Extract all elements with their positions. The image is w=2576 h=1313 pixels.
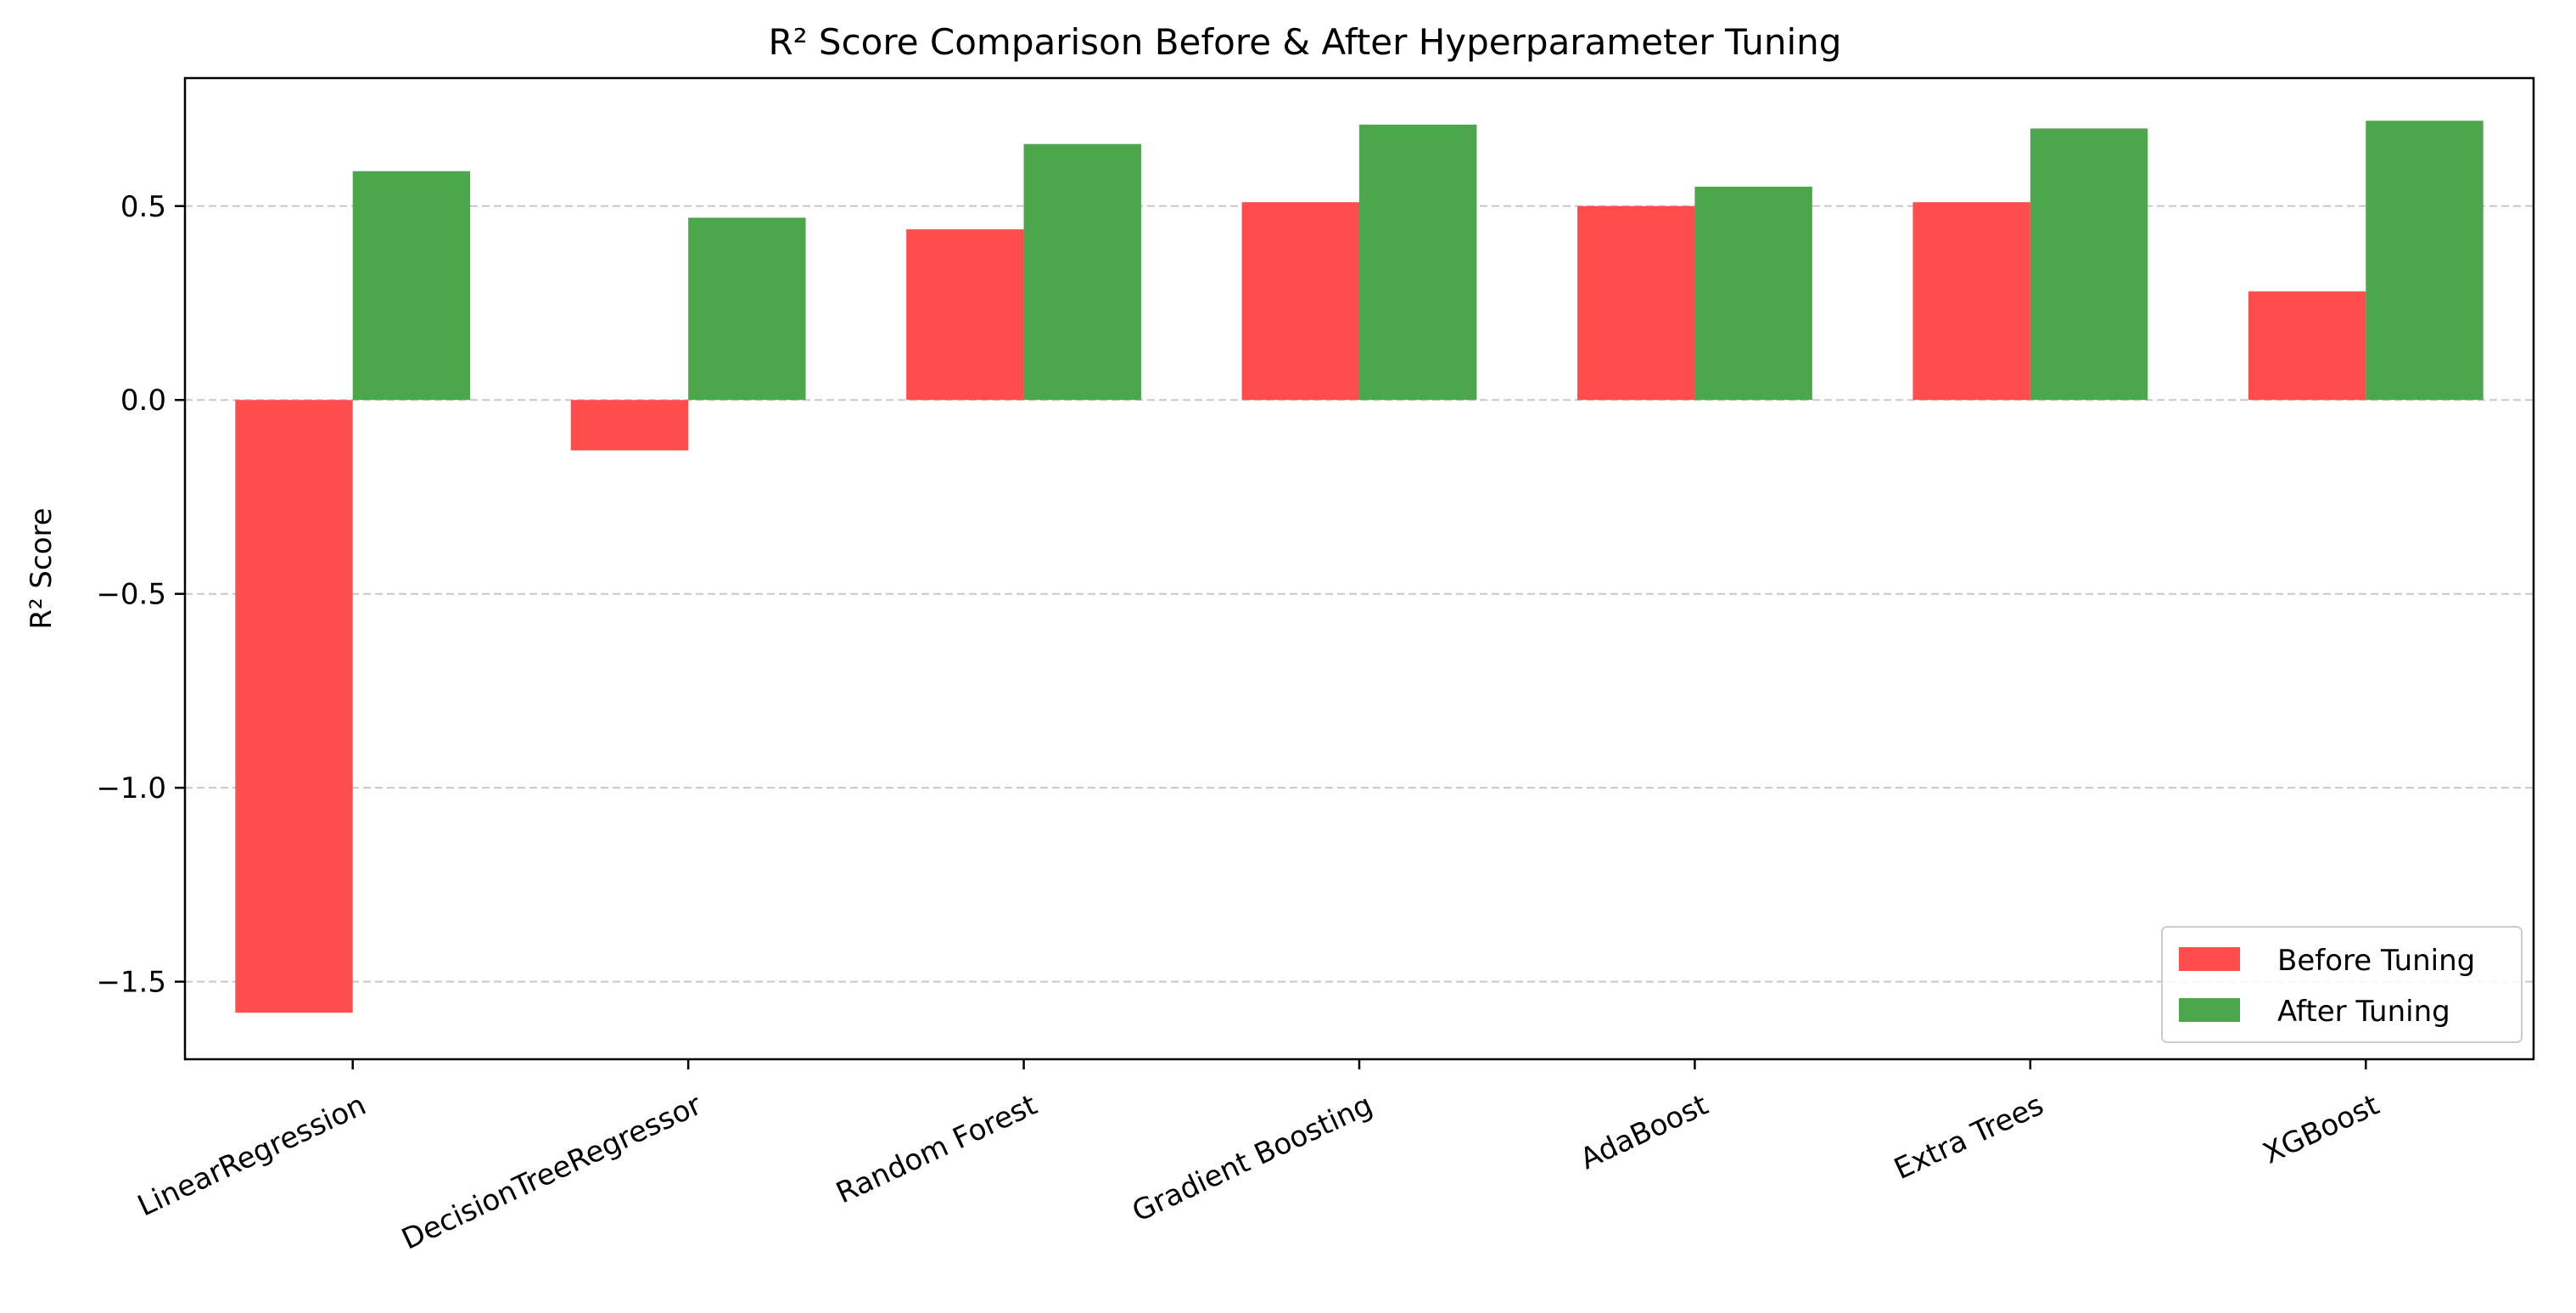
bar-before-tuning — [1912, 202, 2030, 401]
bars — [235, 121, 2484, 1013]
bar-after-tuning — [2366, 121, 2484, 401]
y-axis-ticks: −1.5 −1.0 −0.5 0.0 0.5 — [96, 190, 185, 1000]
x-tick-label: XGBoost — [2258, 1088, 2384, 1171]
x-axis-ticks: LinearRegression DecisionTreeRegressor Ran… — [132, 1059, 2384, 1257]
legend-swatch — [2179, 998, 2240, 1022]
bar-after-tuning — [352, 171, 471, 401]
bar-after-tuning — [1359, 124, 1477, 401]
y-tick-label: −1.0 — [96, 772, 166, 805]
bar-after-tuning — [2030, 128, 2148, 401]
legend: Before Tuning After Tuning — [2161, 926, 2523, 1043]
x-tick-label: AdaBoost — [1575, 1088, 1713, 1176]
legend-label: After Tuning — [2277, 995, 2450, 1029]
bar-before-tuning — [2248, 291, 2366, 401]
x-tick-label: Gradient Boosting — [1127, 1088, 1377, 1229]
y-tick-label: 0.5 — [120, 190, 166, 224]
bar-before-tuning — [906, 229, 1024, 401]
x-tick-label: DecisionTreeRegressor — [397, 1088, 707, 1257]
bar-before-tuning — [1241, 202, 1359, 401]
bar-after-tuning — [1694, 186, 1812, 401]
bar-after-tuning — [1023, 143, 1141, 401]
bar-after-tuning — [688, 217, 806, 401]
bar-before-tuning — [235, 400, 353, 1013]
bar-before-tuning — [570, 400, 689, 451]
y-axis-label: R² Score — [25, 508, 59, 629]
y-tick-label: −1.5 — [96, 966, 166, 1000]
legend-box — [2161, 926, 2523, 1043]
y-tick-label: 0.0 — [120, 384, 166, 418]
chart-title: R² Score Comparison Before & After Hyper… — [769, 21, 1842, 63]
x-tick-label: LinearRegression — [132, 1088, 371, 1224]
y-tick-label: −0.5 — [96, 578, 166, 612]
x-tick-label: Random Forest — [832, 1088, 1043, 1210]
x-tick-label: Extra Trees — [1889, 1088, 2048, 1187]
legend-label: Before Tuning — [2277, 944, 2475, 978]
legend-swatch — [2179, 947, 2240, 971]
bar-before-tuning — [1577, 205, 1695, 401]
